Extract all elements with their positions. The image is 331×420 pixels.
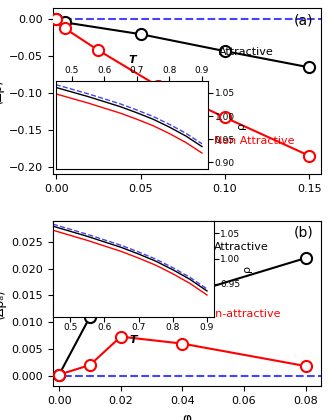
Text: (b): (b): [293, 226, 313, 239]
Y-axis label: ⟨Δρₐ⟩: ⟨Δρₐ⟩: [0, 288, 6, 319]
Y-axis label: ⟨Δρ⟩: ⟨Δρ⟩: [0, 78, 4, 104]
Text: Non-attractive: Non-attractive: [201, 309, 281, 319]
Text: (a): (a): [294, 13, 313, 27]
X-axis label: φ: φ: [182, 412, 192, 420]
Text: Non Attractive: Non Attractive: [214, 136, 294, 146]
Text: Attractive: Attractive: [219, 47, 274, 57]
Text: Attractive: Attractive: [214, 242, 268, 252]
